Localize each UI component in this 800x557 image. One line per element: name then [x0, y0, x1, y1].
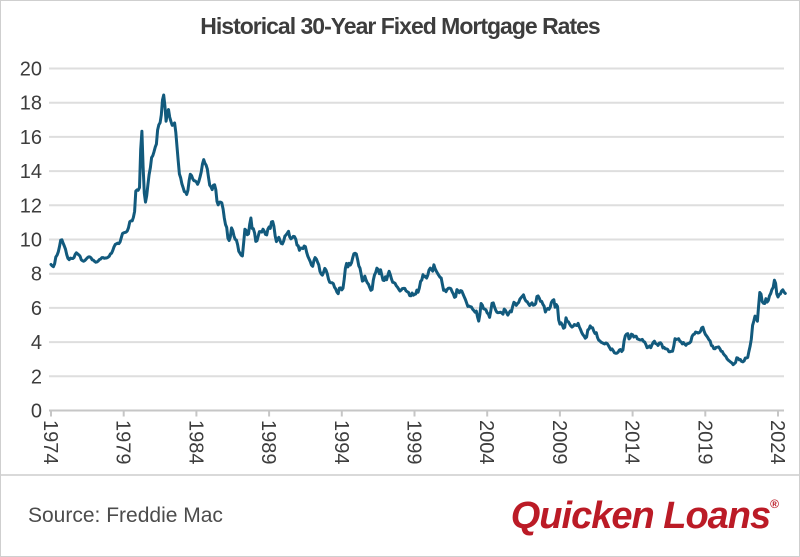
x-axis-tick-label: 1974 [39, 420, 61, 465]
y-axis-tick-label: 20 [20, 59, 42, 81]
x-axis-tick-label: 1979 [112, 420, 134, 465]
x-axis-tick-label: 2004 [475, 420, 497, 465]
x-axis-tick-label: 1994 [330, 420, 352, 465]
y-axis-tick-label: 4 [31, 332, 42, 354]
y-axis-tick-label: 2 [31, 366, 42, 388]
y-axis-tick-label: 16 [20, 127, 42, 149]
y-axis-tick-label: 18 [20, 93, 42, 115]
logo-text: Quicken Loans [510, 495, 771, 537]
x-axis-tick-label: 2014 [621, 420, 643, 465]
y-axis-tick-label: 12 [20, 195, 42, 217]
mortgage-rate-line-chart: 0 2 4 6 8 10 12 14 16 18 20 1974 1979 1984 1989 1994 199… [20, 59, 788, 465]
y-axis-tick-label: 14 [20, 161, 42, 183]
rate-line [49, 93, 787, 367]
x-axis-tick-label: 1999 [403, 420, 425, 465]
y-axis-tick-label: 8 [31, 264, 42, 286]
footer-divider [1, 474, 799, 476]
chart-title: Historical 30-Year Fixed Mortgage Rates [200, 13, 600, 39]
x-axis-tick-label: 1984 [184, 420, 206, 465]
y-axis-tick-label: 6 [31, 298, 42, 320]
y-axis-tick-label: 0 [31, 401, 42, 423]
x-axis-tick-label: 2019 [693, 420, 715, 465]
quicken-loans-logo: Quicken Loans® [511, 497, 779, 535]
registered-trademark-icon: ® [770, 497, 779, 512]
y-axis-tick-label: 10 [20, 230, 42, 252]
footer: Source: Freddie Mac Quicken Loans® [1, 476, 799, 556]
source-attribution: Source: Freddie Mac [28, 504, 223, 527]
x-axis-tick-label: 2009 [548, 420, 570, 465]
x-axis-tick-label: 1989 [257, 420, 279, 465]
x-axis-tick-label: 2024 [766, 420, 788, 465]
